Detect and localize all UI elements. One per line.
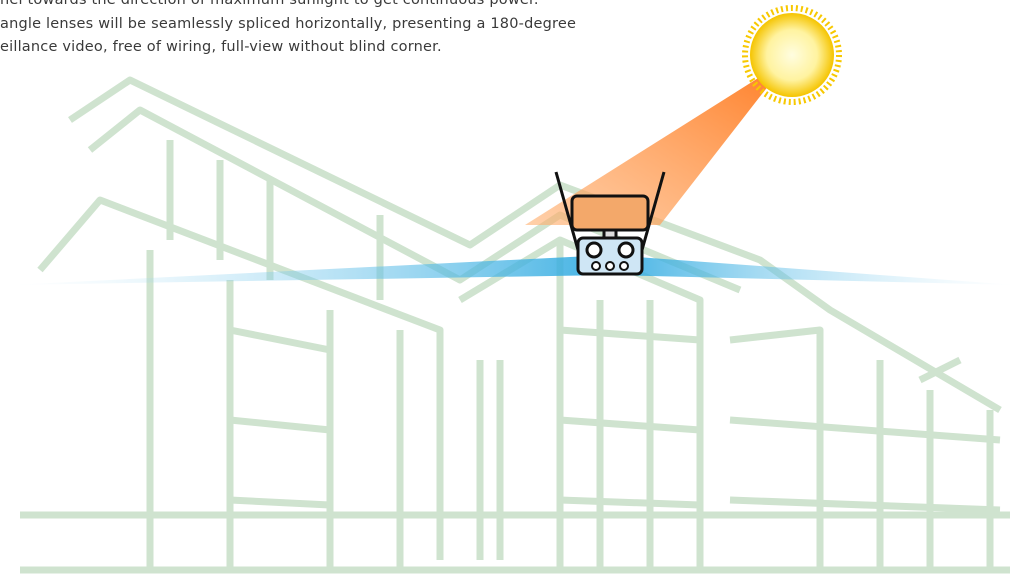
description-line: nel towards the direction of maximum sun… [0,0,539,8]
sun-beam [525,58,790,225]
sun [742,5,842,105]
description-line: eillance video, free of wiring, full-vie… [0,39,442,55]
camera [554,171,666,276]
view-fan-right [610,255,1016,285]
building [20,76,1010,574]
view-fan-left [10,255,610,285]
description-line: angle lenses will be seamlessly spliced … [0,16,577,32]
